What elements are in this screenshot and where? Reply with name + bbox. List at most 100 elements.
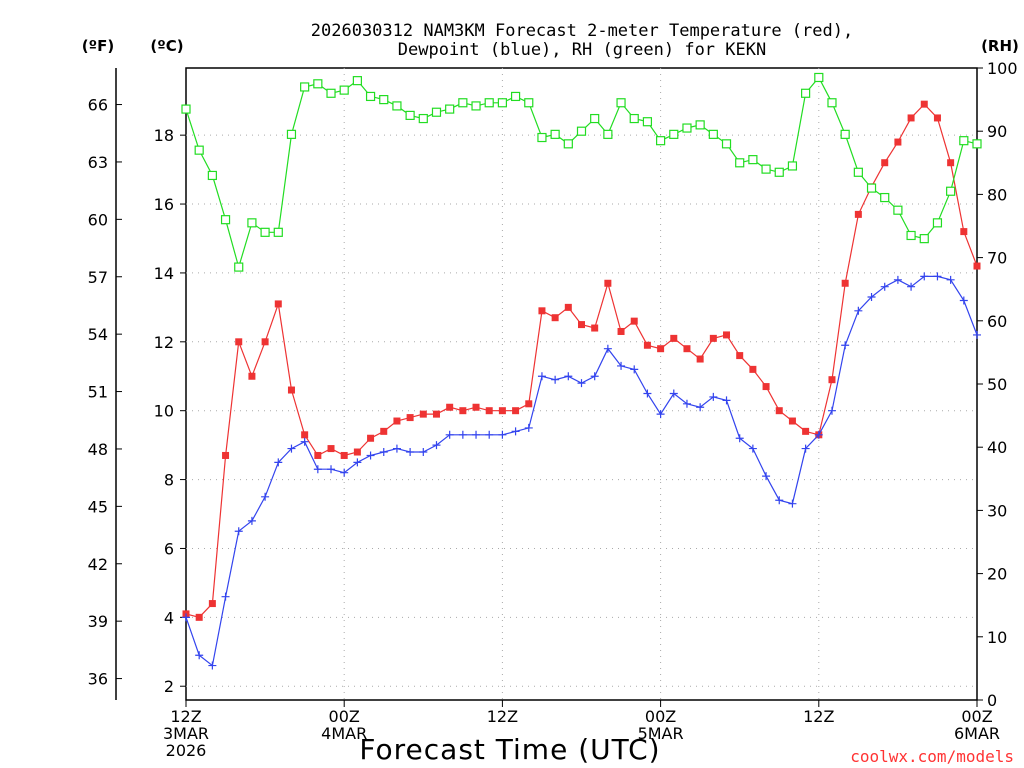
temperature-point <box>498 407 506 415</box>
temperature-point <box>617 327 625 335</box>
dewpoint-point <box>867 293 876 302</box>
celsius-tick-label: 2 <box>164 677 174 696</box>
dewpoint-point <box>524 423 533 432</box>
rh-point <box>972 139 982 149</box>
temperature-point <box>591 324 599 332</box>
dewpoint-point <box>722 396 731 405</box>
rh-tick-label: 0 <box>987 691 997 710</box>
temperature-point <box>235 338 243 346</box>
series-temperature <box>182 100 981 621</box>
temperature-point <box>723 331 731 339</box>
rh-point <box>286 129 297 139</box>
x-tick-label: 12Z 3MAR 2026 <box>163 707 209 760</box>
dewpoint-point <box>261 492 270 501</box>
dewpoint-point <box>353 458 362 467</box>
dewpoint-point <box>392 444 401 453</box>
celsius-tick-label: 10 <box>154 402 174 421</box>
rh-point <box>787 161 798 171</box>
celsius-tick-label: 4 <box>164 608 174 627</box>
rh-point <box>774 167 784 177</box>
fahrenheit-tick-label: 54 <box>88 325 108 344</box>
dewpoint-point <box>208 661 217 670</box>
dewpoint-point <box>590 372 599 381</box>
rh-point <box>234 262 244 272</box>
dewpoint-point <box>247 516 256 525</box>
rh-point <box>827 98 837 108</box>
rh-point <box>655 136 666 146</box>
dewpoint-point <box>379 448 388 457</box>
temperature-point <box>327 445 335 453</box>
temperature-point <box>709 334 717 342</box>
fahrenheit-tick-label: 36 <box>88 670 108 689</box>
dewpoint-point <box>537 372 546 381</box>
dewpoint-point <box>432 441 441 450</box>
rh-tick-label: 40 <box>987 438 1007 457</box>
dewpoint-point <box>498 430 507 439</box>
fahrenheit-tick-label: 63 <box>88 153 108 172</box>
x-tick-label: 12Z <box>487 707 518 726</box>
dewpoint-point <box>234 527 243 536</box>
dewpoint-point <box>221 592 230 601</box>
temperature-point <box>960 228 968 236</box>
rh-point <box>194 145 204 155</box>
celsius-tick-label: 6 <box>164 539 174 558</box>
dewpoint-point <box>458 430 467 439</box>
dewpoint-point <box>195 651 204 660</box>
temperature-point <box>314 451 322 459</box>
temperature-point <box>419 410 427 418</box>
rh-tick-label: 60 <box>987 312 1007 331</box>
fahrenheit-tick-label: 42 <box>88 555 108 574</box>
rh-point <box>497 98 507 108</box>
series-rh <box>181 72 982 272</box>
temperature-point <box>274 300 282 308</box>
temperature-point <box>472 403 480 411</box>
temperature-point <box>485 407 493 415</box>
temperature-point <box>604 279 612 287</box>
rh-tick-label: 90 <box>987 122 1007 141</box>
temperature-point <box>657 345 665 353</box>
dewpoint-point <box>854 306 863 315</box>
rh-point <box>932 218 943 228</box>
rh-point <box>708 129 718 139</box>
temperature-line <box>185 103 978 618</box>
x-tick-label: 00Z 6MAR <box>954 707 1000 743</box>
temperature-point <box>775 407 783 415</box>
dewpoint-point <box>643 389 652 398</box>
dewpoint-point <box>603 344 612 353</box>
dewpoint-point <box>827 406 836 415</box>
celsius-tick-label: 14 <box>154 264 174 283</box>
credit-link[interactable]: coolwx.com/models <box>850 747 1014 766</box>
temperature-point <box>195 613 203 621</box>
series-dewpoint <box>182 272 981 670</box>
temperature-point <box>301 431 309 439</box>
rh-tick-label: 100 <box>987 59 1018 78</box>
dewpoint-point <box>406 448 415 457</box>
rh-point <box>761 164 771 174</box>
temperature-point <box>367 434 375 442</box>
temperature-point <box>802 427 810 435</box>
temperature-point <box>208 600 216 608</box>
rh-point <box>379 94 389 105</box>
dewpoint-point <box>630 365 639 374</box>
rh-point <box>326 88 336 98</box>
rh-point <box>300 82 310 92</box>
dewpoint-point <box>485 430 494 439</box>
rh-point <box>445 104 455 114</box>
temperature-point <box>538 307 546 315</box>
celsius-unit-label: (ºC) <box>150 37 183 55</box>
dewpoint-point <box>893 275 902 284</box>
rh-point <box>695 120 705 130</box>
dewpoint-point <box>419 448 428 457</box>
dewpoint-point <box>762 472 771 481</box>
dewpoint-point <box>287 444 296 453</box>
fahrenheit-tick-label: 66 <box>88 96 108 115</box>
rh-point <box>392 101 402 111</box>
temperature-point <box>788 417 796 425</box>
temperature-point <box>736 352 744 360</box>
fahrenheit-tick-label: 57 <box>88 268 108 287</box>
rh-point <box>840 129 850 139</box>
dewpoint-point <box>920 272 929 281</box>
rh-point <box>629 113 639 124</box>
rh-point <box>576 126 587 136</box>
rh-point <box>181 104 191 114</box>
